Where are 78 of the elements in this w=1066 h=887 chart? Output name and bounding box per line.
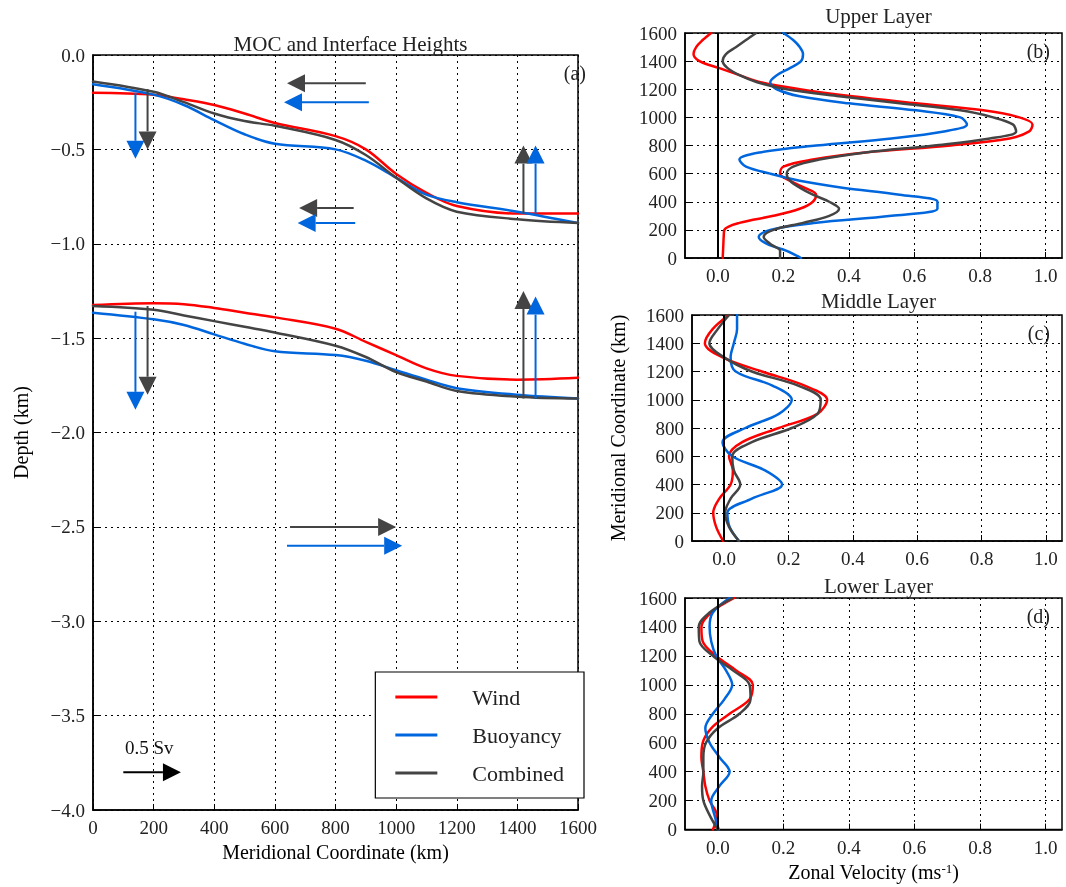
x-tick-label: 1200 bbox=[437, 817, 476, 838]
x-tick-label: 400 bbox=[200, 817, 229, 838]
x-tick-label: 0.8 bbox=[968, 265, 992, 286]
y-tick-label: −4.0 bbox=[50, 799, 85, 821]
chart-title: MOC and Interface Heights bbox=[233, 31, 468, 56]
x-tick-label: 1000 bbox=[377, 817, 416, 838]
y-tick-label: −1.0 bbox=[50, 233, 85, 255]
x-tick-label: 1400 bbox=[498, 817, 537, 838]
legend-label: Wind bbox=[472, 684, 521, 710]
x-tick-label: 0.0 bbox=[705, 265, 730, 286]
x-tick-label: 0 bbox=[88, 817, 98, 838]
x-tick-label: 1.0 bbox=[1034, 548, 1058, 569]
y-tick-label: 1200 bbox=[646, 361, 684, 382]
y-tick-label: 800 bbox=[648, 703, 677, 725]
y-tick-label: 200 bbox=[655, 502, 684, 524]
y-tick-label: 0 bbox=[667, 247, 677, 269]
y-tick-label: 1000 bbox=[639, 674, 677, 696]
y-tick-label: 0.0 bbox=[61, 44, 85, 66]
x-tick-label: 0.2 bbox=[776, 548, 801, 569]
y-tick-label: −3.0 bbox=[50, 610, 85, 632]
annotation: (b) bbox=[1026, 40, 1051, 63]
x-tick-label: 0.6 bbox=[902, 836, 927, 858]
x-tick-label: 0.4 bbox=[840, 548, 866, 569]
y-tick-label: −3.5 bbox=[50, 705, 85, 727]
y-tick-label: −0.5 bbox=[50, 138, 85, 160]
x-tick-label: 0.0 bbox=[712, 548, 737, 569]
y-tick-label: 400 bbox=[648, 761, 677, 783]
y-tick-label: 400 bbox=[648, 191, 677, 213]
y-tick-label: 400 bbox=[655, 474, 684, 495]
y-axis-title: Meridional Coordinate (km) bbox=[607, 314, 630, 542]
y-tick-label: 1600 bbox=[639, 587, 677, 609]
y-tick-label: 200 bbox=[648, 219, 677, 241]
y-tick-label: 600 bbox=[655, 445, 684, 467]
y-tick-label: 800 bbox=[648, 135, 677, 156]
y-tick-label: −2.0 bbox=[50, 422, 85, 443]
y-tick-label: 1400 bbox=[639, 50, 677, 72]
x-tick-label: 800 bbox=[321, 817, 350, 838]
annotation: (c) bbox=[1027, 322, 1051, 345]
x-tick-label: 0.4 bbox=[837, 265, 862, 286]
x-tick-label: 1600 bbox=[559, 817, 597, 838]
x-axis-title: Meridional Coordinate (km) bbox=[222, 840, 449, 864]
x-tick-label: 200 bbox=[139, 817, 168, 838]
x-tick-label: 0.6 bbox=[905, 548, 930, 569]
y-tick-label: 1000 bbox=[646, 389, 684, 411]
y-tick-label: 0 bbox=[674, 530, 684, 552]
y-tick-label: 1200 bbox=[639, 645, 677, 667]
x-tick-label: 0.2 bbox=[771, 836, 796, 858]
x-tick-label: 0.6 bbox=[902, 265, 927, 286]
y-tick-label: −1.5 bbox=[50, 327, 85, 349]
x-tick-label: 0.8 bbox=[969, 548, 994, 569]
x-tick-label: 0.2 bbox=[771, 265, 796, 286]
y-tick-label: 600 bbox=[648, 732, 677, 754]
x-tick-label: 1.0 bbox=[1033, 836, 1058, 858]
line-series bbox=[738, 31, 969, 260]
y-axis-title: Depth (km) bbox=[10, 386, 33, 479]
legend-label: Combined bbox=[472, 760, 565, 786]
y-tick-label: 1600 bbox=[639, 22, 677, 44]
legend-label: Buoyancy bbox=[472, 722, 562, 748]
chart-title: Upper Layer bbox=[825, 3, 932, 28]
y-tick-label: 1400 bbox=[646, 332, 684, 354]
x-tick-label: 0.0 bbox=[705, 836, 730, 858]
y-tick-label: 1000 bbox=[639, 106, 677, 128]
x-tick-label: 600 bbox=[260, 817, 290, 838]
chart-title: Middle Layer bbox=[821, 288, 936, 313]
y-tick-label: −2.5 bbox=[50, 516, 85, 538]
y-tick-label: 800 bbox=[655, 417, 684, 439]
y-tick-label: 1200 bbox=[639, 78, 677, 100]
y-tick-label: 600 bbox=[648, 163, 677, 185]
x-tick-label: 0.8 bbox=[968, 836, 992, 858]
annotation: 0.5 Sv bbox=[125, 737, 175, 758]
chart-title: Lower Layer bbox=[823, 573, 934, 598]
y-tick-label: 1400 bbox=[639, 616, 677, 638]
annotation: (d) bbox=[1026, 605, 1051, 628]
y-tick-label: 200 bbox=[648, 790, 677, 812]
x-tick-label: 1.0 bbox=[1033, 265, 1058, 286]
x-tick-label: 0.4 bbox=[837, 836, 862, 858]
line-series bbox=[91, 301, 580, 381]
y-tick-label: 1600 bbox=[646, 304, 684, 326]
